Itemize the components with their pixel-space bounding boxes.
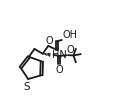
Text: OH: OH — [62, 30, 77, 40]
Text: O: O — [67, 44, 75, 55]
Text: O: O — [55, 65, 63, 75]
Text: HN: HN — [51, 50, 66, 60]
Text: S: S — [23, 82, 30, 92]
Text: O: O — [46, 36, 53, 46]
